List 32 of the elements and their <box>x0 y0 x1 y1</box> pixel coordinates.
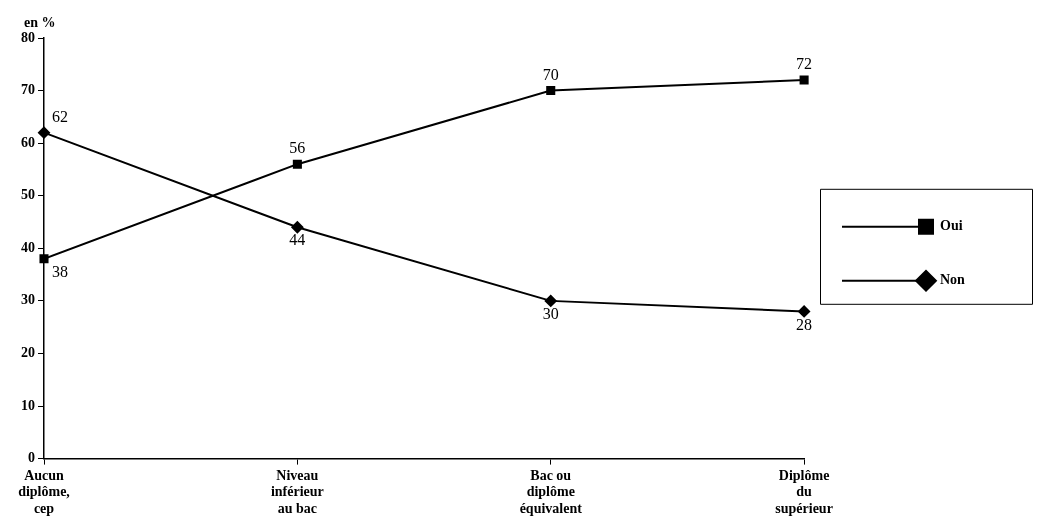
data-label: 38 <box>52 263 68 281</box>
data-label: 28 <box>796 315 813 333</box>
point <box>38 126 50 139</box>
y-tick-label: 70 <box>21 82 35 98</box>
point <box>291 221 304 234</box>
point <box>544 294 557 307</box>
y-tick-label: 60 <box>21 134 35 150</box>
y-tick-label: 80 <box>21 29 35 45</box>
data-label: 62 <box>52 107 68 125</box>
data-label: 56 <box>289 139 306 157</box>
y-tick-label: 40 <box>21 239 35 255</box>
y-tick-label: 0 <box>28 450 35 466</box>
data-label: 70 <box>542 65 559 83</box>
data-label: 44 <box>289 231 306 249</box>
data-label: 30 <box>542 305 559 323</box>
point <box>799 75 809 85</box>
y-tick-label: 20 <box>21 345 35 361</box>
x-tick-label: Aucun diplôme, cep <box>18 467 70 517</box>
x-tick-label: Diplôme du supérieur <box>775 467 833 517</box>
y-axis-title: en % <box>24 14 56 30</box>
point <box>292 159 302 169</box>
x-tick-label: Niveau inférieur au bac <box>270 467 324 517</box>
point <box>798 305 811 318</box>
y-tick-label: 10 <box>21 397 35 413</box>
legend-label: Non <box>940 272 966 288</box>
data-label: 72 <box>796 55 813 73</box>
legend-label: Oui <box>940 218 963 234</box>
x-tick-label: Bac ou diplôme équivalent <box>519 467 583 517</box>
y-tick-label: 30 <box>21 292 35 308</box>
point <box>39 254 49 264</box>
point <box>546 86 556 96</box>
y-tick-label: 50 <box>21 187 35 203</box>
